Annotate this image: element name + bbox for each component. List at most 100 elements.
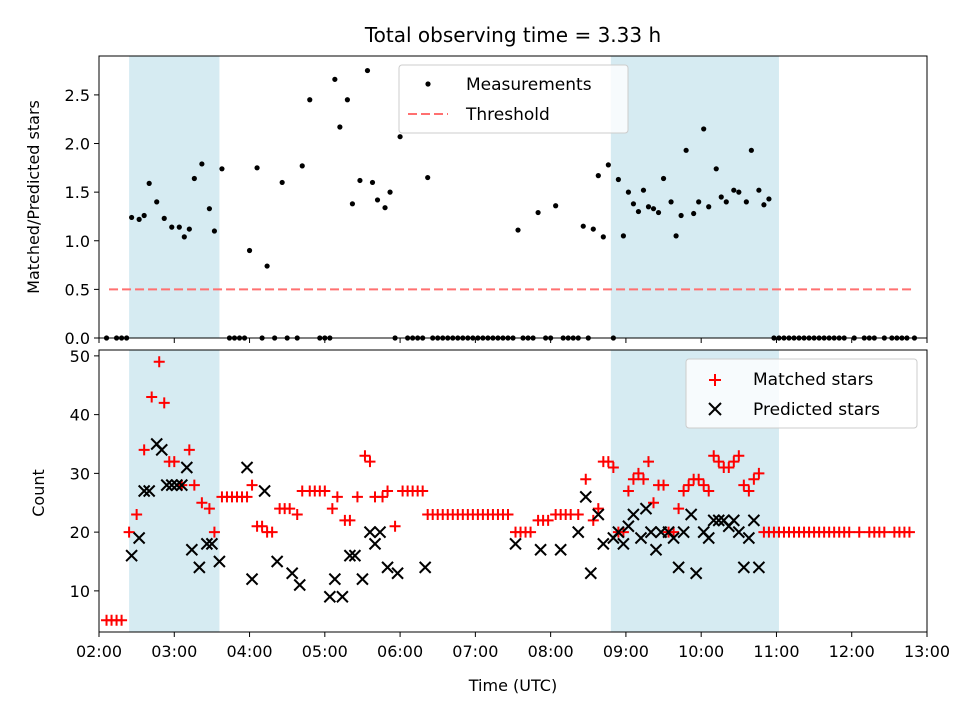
matched-stars-point: [256, 520, 268, 532]
predicted-stars-point: [185, 543, 199, 556]
measurements-point: [279, 179, 285, 186]
measurements-point: [620, 233, 627, 239]
matched-stars-point: [673, 503, 685, 515]
matched-stars-point: [622, 485, 634, 497]
measurements-point: [590, 226, 596, 232]
y-tick-label: 2.5: [65, 86, 90, 105]
measurements-point: [364, 67, 371, 74]
measurements-point: [337, 124, 343, 130]
matched-stars-point: [123, 526, 135, 538]
predicted-stars-point: [634, 531, 648, 545]
predicted-stars-point: [285, 567, 299, 580]
predicted-stars-point: [180, 461, 194, 474]
matched-stars-point: [693, 473, 705, 485]
matched-stars-point: [648, 497, 660, 509]
matched-stars-point: [607, 462, 619, 473]
measurements-point: [369, 179, 376, 186]
legend-predicted-marker: [708, 402, 722, 416]
y-tick-label: 1.0: [65, 232, 90, 251]
predicted-stars-point: [712, 514, 725, 527]
matched-stars-point: [319, 485, 331, 497]
measurements-point: [723, 199, 729, 205]
predicted-stars-point: [612, 525, 625, 539]
y-tick-label: 50: [70, 347, 90, 366]
predicted-stars-point: [554, 543, 567, 556]
predicted-stars-point: [509, 537, 522, 551]
predicted-stars-point: [193, 561, 206, 574]
predicted-stars-point: [125, 549, 138, 562]
matched-stars-point: [733, 450, 745, 462]
measurements-point: [553, 203, 559, 209]
predicted-stars-point: [689, 567, 703, 580]
predicted-stars-point: [336, 590, 349, 603]
matched-stars-point: [203, 503, 215, 515]
matched-stars-point: [642, 456, 654, 468]
measurements-point: [766, 196, 772, 202]
measurements-point: [169, 224, 175, 230]
matched-stars-point: [743, 485, 755, 497]
predicted-stars-point: [205, 537, 219, 551]
measurements-point: [181, 234, 187, 240]
observing-spans: [129, 56, 779, 338]
matched-stars-point: [592, 503, 604, 515]
predicted-stars-point: [142, 484, 156, 498]
measurements-point: [219, 166, 225, 172]
measurements-point: [425, 174, 431, 181]
matched-stars-point: [632, 467, 644, 479]
matched-stars-point: [703, 485, 715, 497]
predicted-stars-point: [639, 502, 653, 515]
measurements-point: [668, 199, 674, 205]
matched-stars-point: [698, 479, 710, 491]
predicted-stars-point: [672, 561, 685, 574]
measurements-point: [146, 180, 152, 186]
measurements-point: [397, 134, 403, 140]
matched-stars-point: [542, 514, 554, 526]
matched-stars-point: [351, 491, 363, 503]
count-y-axis: 10 20 30 40 50: [70, 347, 99, 601]
measurements-point: [605, 162, 611, 168]
matched-stars-point: [728, 456, 740, 468]
matched-stars-point: [146, 391, 158, 403]
y-tick-label: 10: [70, 582, 90, 601]
matched-stars-point: [658, 479, 670, 491]
count-panel: 10 20 30 40 50 02:00 03:00 04:00 05:00 06:00 07:0…: [29, 347, 950, 695]
measurements-point: [630, 201, 637, 207]
y-tick-label: 20: [70, 523, 90, 542]
x-tick-label: 04:00: [226, 642, 272, 661]
measurements-point: [307, 97, 313, 103]
matched-stars-point: [241, 491, 253, 503]
measurements-point: [199, 161, 205, 167]
matched-stars-point: [713, 456, 725, 468]
x-tick-label: 02:00: [76, 642, 122, 661]
predicted-stars-point: [592, 508, 605, 521]
measurements-point: [349, 201, 356, 207]
matched-stars-point: [580, 473, 592, 485]
predicted-stars-point: [737, 561, 751, 574]
predicted-stars-point: [175, 478, 189, 492]
measurements-point: [696, 199, 702, 205]
matched-stars-point: [183, 444, 195, 456]
x-tick-label: 12:00: [829, 642, 875, 661]
legend-matched-label: Matched stars: [753, 370, 873, 390]
matched-stars-point: [284, 503, 296, 515]
measurements-point: [736, 189, 742, 195]
measurements-point: [136, 216, 142, 222]
y-tick-label: 40: [70, 406, 90, 425]
matched-stars-point: [572, 509, 584, 520]
predicted-stars-point: [622, 520, 635, 533]
matched-stars-point: [683, 479, 695, 491]
predicted-stars-point: [579, 490, 592, 504]
matched-stars-point: [382, 485, 394, 497]
measurements-point: [761, 202, 767, 208]
measurements-point: [186, 226, 192, 232]
measurements-point: [640, 187, 647, 193]
predicted-stars-point: [534, 543, 547, 556]
predicted-stars-point: [170, 478, 183, 492]
measurements-point: [129, 214, 135, 221]
measurements-point: [141, 212, 147, 219]
predicted-stars-point: [572, 525, 585, 539]
y-tick-label: 0.0: [65, 329, 90, 348]
x-tick-label: 10:00: [678, 642, 724, 661]
matched-stars-point: [627, 473, 639, 485]
ratio-panel: 0.0 0.5 1.0 1.5 2.0 2.5 Total observing time …: [24, 23, 928, 348]
